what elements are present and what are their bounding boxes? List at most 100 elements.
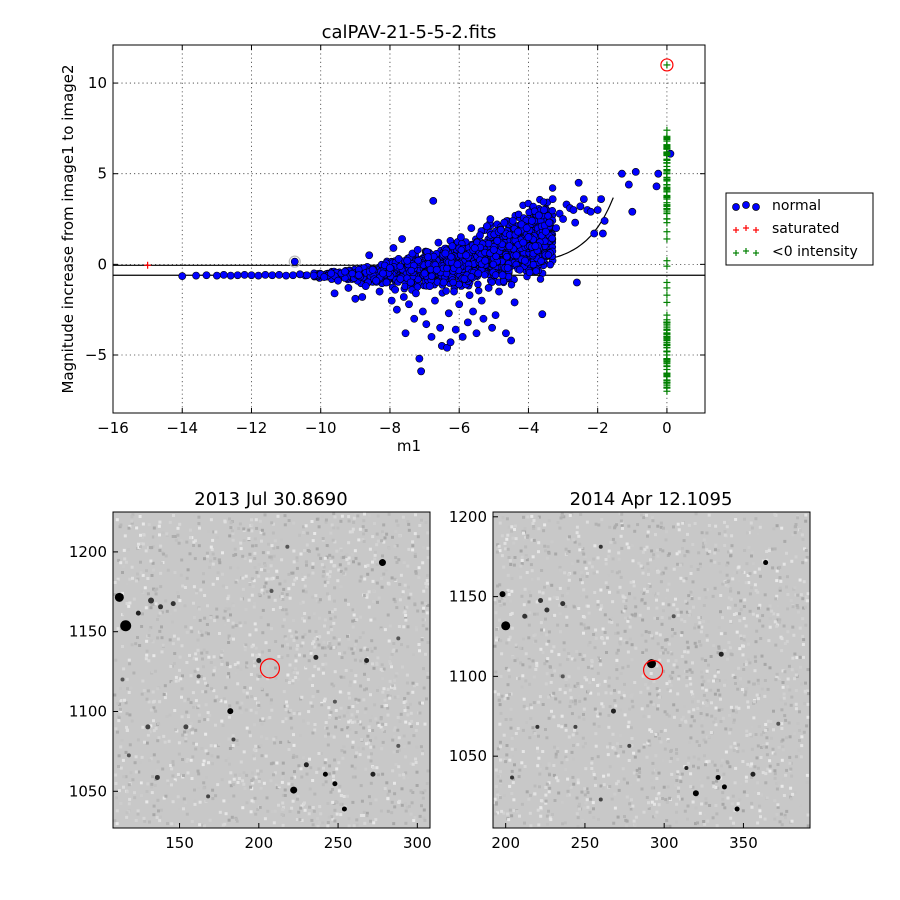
point-normal: [372, 276, 381, 285]
point-normal: [432, 265, 441, 274]
point-normal: [624, 180, 633, 189]
point-normal: [482, 222, 491, 231]
point-normal: [486, 215, 495, 223]
point-normal: [441, 249, 450, 258]
star: [560, 601, 566, 607]
point-normal: [489, 245, 498, 254]
point-normal: [455, 300, 464, 309]
image-ytick-label: 1200: [69, 543, 107, 561]
point-normal: [382, 278, 391, 287]
normal-point: [514, 210, 523, 219]
point-normal: [389, 244, 398, 252]
point-normal: [521, 256, 529, 265]
point-normal: [593, 206, 602, 214]
point-normal: [507, 336, 516, 345]
point-normal: [600, 216, 609, 225]
point-normal: [226, 271, 235, 280]
normal-point: [532, 267, 540, 275]
point-normal: [496, 226, 505, 234]
point-normal: [392, 305, 401, 314]
point-normal: [631, 167, 640, 176]
star: [763, 560, 769, 566]
scatter-xtick-label: −12: [236, 419, 268, 437]
normal-point: [467, 273, 475, 281]
scatter-xtick-label: −16: [97, 419, 129, 437]
star: [501, 621, 511, 631]
point-normal: [451, 325, 460, 334]
point-normal: [431, 296, 439, 305]
point-normal: [493, 236, 502, 245]
point-normal: [425, 282, 434, 291]
star: [303, 762, 309, 768]
image-ytick-label: 1150: [69, 623, 107, 641]
point-normal: [477, 296, 486, 305]
point-normal: [448, 242, 457, 251]
star: [776, 721, 781, 726]
point-normal: [590, 229, 599, 238]
point-normal: [410, 314, 419, 323]
point-normal: [436, 323, 445, 332]
star: [544, 607, 550, 613]
image-xtick-label: 350: [729, 834, 758, 852]
point-normal: [247, 271, 256, 280]
point-normal: [361, 282, 370, 291]
star: [522, 613, 528, 619]
point-normal: [479, 314, 488, 323]
star: [114, 592, 124, 602]
star: [148, 597, 155, 604]
star: [170, 601, 176, 607]
star: [598, 797, 603, 802]
star: [120, 677, 125, 682]
point-normal: [460, 274, 469, 283]
point-normal: [282, 271, 290, 280]
point-normal: [434, 238, 443, 247]
point-normal: [628, 207, 637, 216]
star: [750, 771, 756, 777]
point-normal: [498, 271, 507, 280]
legend-label-negative: <0 intensity: [772, 244, 858, 260]
point-normal: [458, 332, 467, 341]
point-normal: [531, 242, 540, 251]
point-normal: [422, 320, 431, 329]
point-normal: [289, 271, 297, 280]
point-normal: [192, 271, 200, 280]
image-xtick-label: 250: [571, 834, 600, 852]
normal-point: [348, 269, 356, 278]
point-normal: [534, 211, 543, 220]
point-normal: [528, 216, 536, 225]
point-normal: [354, 271, 363, 280]
star: [627, 743, 632, 748]
point-normal: [309, 271, 318, 280]
normal-point: [537, 257, 545, 265]
image-ytick-label: 1100: [69, 702, 107, 720]
scatter-xtick-label: −10: [305, 419, 337, 437]
point-normal: [491, 311, 500, 320]
normal-point: [529, 260, 538, 269]
point-normal: [508, 216, 517, 225]
image-xtick-label: 300: [650, 834, 679, 852]
point-normal: [474, 269, 483, 278]
star: [499, 591, 506, 598]
star: [718, 651, 724, 657]
normal-point: [489, 260, 497, 269]
scatter-xtick-label: −4: [517, 419, 539, 437]
point-normal: [545, 218, 554, 227]
point-normal: [522, 224, 531, 232]
point-normal: [579, 195, 588, 203]
point-normal: [296, 270, 304, 279]
point-normal: [470, 244, 479, 252]
scatter-xlabel: m1: [397, 437, 421, 455]
point-normal: [576, 202, 585, 211]
point-normal: [439, 278, 448, 287]
point-normal: [457, 233, 465, 242]
point-normal: [334, 276, 342, 285]
point-normal: [415, 354, 424, 363]
scatter-xtick-label: −8: [379, 419, 401, 437]
scatter-xtick-label: 0: [662, 419, 672, 437]
star: [313, 654, 319, 660]
point-normal: [462, 251, 471, 260]
point-normal: [552, 224, 561, 232]
point-normal: [586, 207, 595, 216]
normal-point: [548, 207, 556, 215]
point-normal: [500, 218, 509, 227]
